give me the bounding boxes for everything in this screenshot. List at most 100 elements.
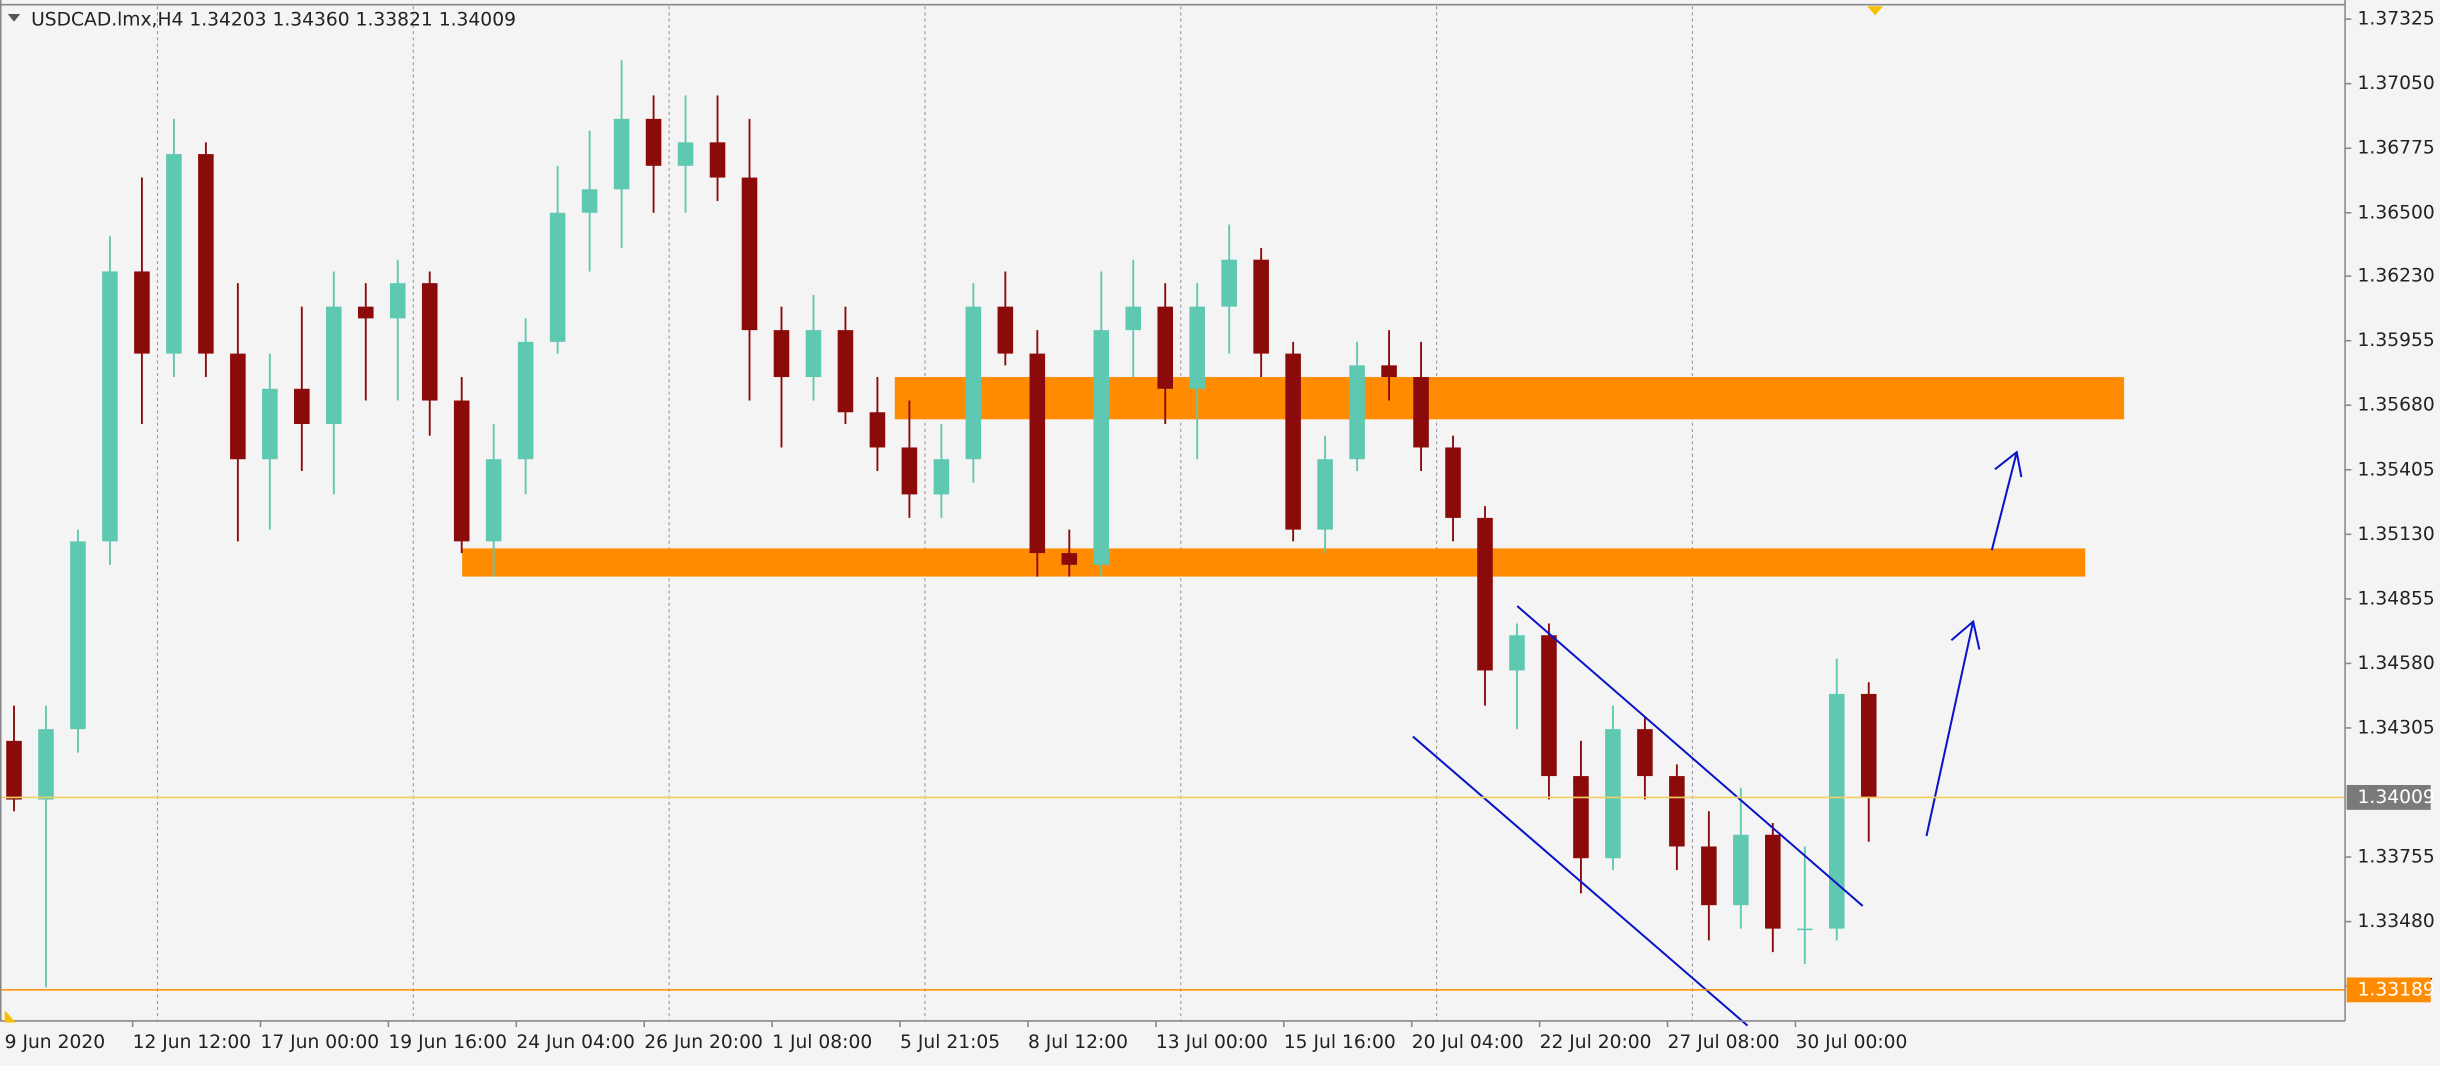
candle-body [869,412,886,448]
candle-body [1733,834,1749,906]
chart-title: USDCAD.lmx,H4 1.34203 1.34360 1.33821 1.… [31,10,516,31]
arrow-head [1950,619,1981,650]
candle-body [613,118,630,190]
candle-body [1669,776,1685,847]
x-tick-label: 27 Jul 08:00 [1668,1032,1780,1053]
y-tick-label: 1.37325 [2358,9,2435,30]
x-tick-label: 9 Jun 2020 [5,1032,105,1053]
candle-body [933,459,950,495]
candle-body [1381,365,1397,378]
candle-layer [6,60,1877,988]
candle-body [1189,306,1205,389]
x-tick-label: 15 Jul 16:00 [1284,1032,1396,1053]
x-tick-label: 17 Jun 00:00 [260,1032,379,1053]
candle-body [1637,729,1653,777]
candle-body [1125,306,1142,331]
candle-body [581,189,598,213]
grid-layer [156,6,1693,1021]
x-tick-label: 12 Jun 12:00 [133,1032,252,1053]
y-tick-label: 1.34855 [2358,588,2435,609]
candle-body [1541,635,1557,777]
x-tick-label: 22 Jul 20:00 [1540,1032,1652,1053]
candle-body [901,447,918,495]
drawings [1412,450,2023,1027]
y-tick-label: 1.34580 [2358,653,2435,674]
candle-body [134,271,150,354]
shift-marker [1867,6,1883,16]
candle-body [38,729,54,800]
candle-body [1701,846,1717,906]
x-tick-label: 5 Jul 21:05 [900,1032,1000,1053]
y-tick-label: 1.35130 [2358,524,2435,545]
candle-body [453,400,470,542]
price-label-bg [2346,785,2431,810]
candle-body [549,212,566,342]
y-tick-label: 1.33755 [2358,847,2435,868]
x-tick-label: 1 Jul 08:00 [772,1032,872,1053]
candle-body [1029,353,1046,554]
y-tick-label: 1.35955 [2358,330,2435,351]
candle-body [1061,553,1078,565]
candle-body [1157,306,1174,389]
x-tick-label: 30 Jul 00:00 [1795,1032,1907,1053]
candle-body [102,271,118,542]
y-tick-label: 1.36500 [2358,202,2435,223]
candle-body [6,740,22,800]
axis-layer: 1.37325 1.37050 1.36775 1.36500 1.36230 1.359… [5,9,2435,1054]
candle-body [965,306,982,460]
arrow-head [1994,450,2023,478]
x-tick-label: 24 Jun 04:00 [516,1032,635,1053]
candle-body [773,330,790,378]
candle-body [1605,729,1621,859]
candle-body [198,154,214,354]
candle-body [262,388,278,460]
y-tick-label: 1.37050 [2358,73,2435,94]
candle-body [517,341,534,460]
candle-body [645,118,662,166]
candle-body [1093,330,1110,565]
zone [894,377,2125,420]
candle-body [70,541,86,730]
price-label-bg [2346,977,2431,1003]
candle-body [709,142,726,178]
y-tick-label: 1.33480 [2358,911,2435,932]
candle-body [1221,259,1237,307]
candle-body [230,353,246,460]
channel-line [1412,735,1749,1027]
y-tick-label: 1.35405 [2358,459,2435,480]
menu-arrow[interactable] [7,13,21,22]
candle-body [485,459,502,542]
candle-body [677,142,694,166]
candle-body [1477,517,1493,671]
x-tick-label: 20 Jul 04:00 [1412,1032,1524,1053]
price-line-layer [0,796,2346,991]
candle-body [1509,635,1525,671]
scroll-marker [4,1010,16,1023]
candle-body [1349,365,1365,460]
x-tick-label: 26 Jun 20:00 [644,1032,763,1053]
candle-body [1445,447,1461,518]
candle-body [1413,377,1429,448]
zone [462,548,2086,577]
candle-body [389,283,406,319]
candle-body [1317,459,1333,530]
y-tick-label: 1.35680 [2358,395,2435,416]
candle-body [741,177,758,331]
candle-body [1797,928,1813,931]
candle-body [1253,259,1269,354]
arrow [1925,621,1975,837]
candle-body [1828,693,1845,929]
candle-body [997,306,1014,354]
x-tick-label: 8 Jul 12:00 [1028,1032,1128,1053]
x-tick-label: 13 Jul 00:00 [1156,1032,1268,1053]
candle-body [1573,776,1589,859]
x-tick-label: 19 Jun 16:00 [388,1032,507,1053]
candle-body [357,306,374,319]
candle-body [805,330,822,378]
channel-line [1516,605,1864,907]
y-tick-label: 1.36775 [2358,138,2435,159]
candle-body [837,330,854,413]
candle-body [1765,834,1781,929]
